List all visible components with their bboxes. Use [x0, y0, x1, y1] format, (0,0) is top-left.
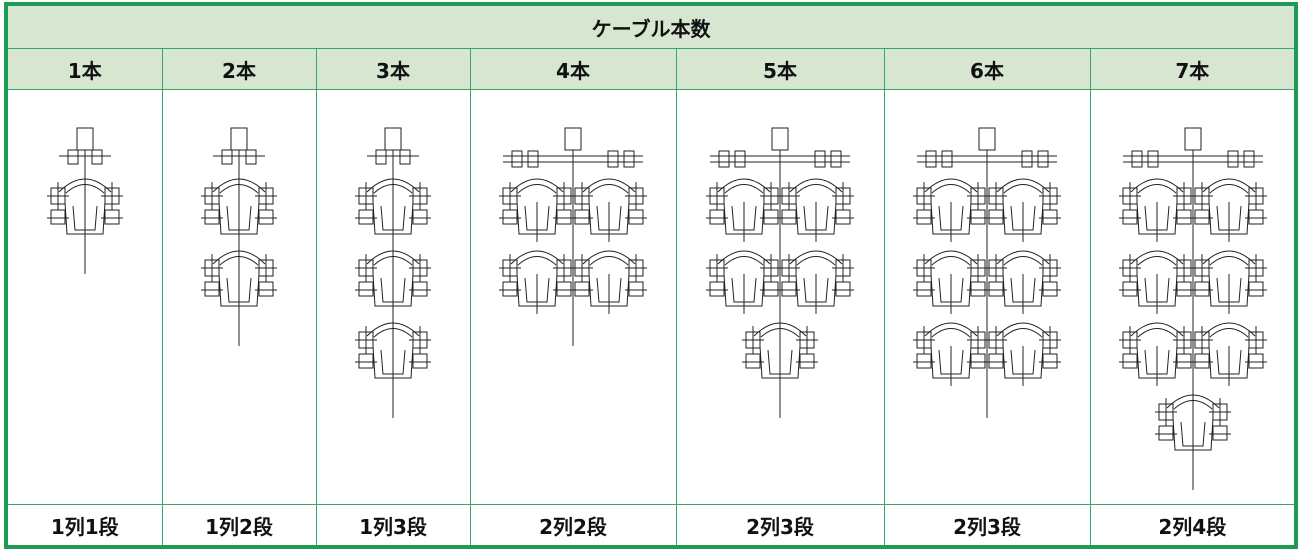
clamp-drawing-cell	[5, 89, 163, 505]
arrangement-label: 2列2段	[469, 504, 677, 548]
cable-table: ケーブル本数 1本 2本 3本 4本 5本 6本 7本 1列1段 1列2段 1列3段 2列2段 2列…	[4, 2, 1298, 549]
clamp-drawing-cell	[315, 89, 471, 505]
column-header: 2本	[161, 48, 317, 90]
clamp-drawing-cell	[675, 89, 885, 505]
column-header: 5本	[675, 48, 885, 90]
column-header: 6本	[883, 48, 1091, 90]
arrangement-label: 1列3段	[315, 504, 471, 548]
clamp-drawing	[705, 127, 854, 418]
column-header: 7本	[1089, 48, 1297, 90]
clamp-drawing	[1118, 127, 1267, 490]
arrangement-label: 2列3段	[675, 504, 885, 548]
clamp-drawing	[354, 127, 431, 418]
column-header: 1本	[5, 48, 163, 90]
arrangement-label: 1列1段	[5, 504, 163, 548]
clamp-drawing-cell	[883, 89, 1091, 505]
clamp-drawing-cell	[1089, 89, 1297, 505]
column-header: 3本	[315, 48, 471, 90]
clamp-drawing	[912, 127, 1061, 418]
clamp-drawing	[498, 127, 647, 346]
arrangement-label: 2列3段	[883, 504, 1091, 548]
clamp-drawing-cell	[161, 89, 317, 505]
table-title: ケーブル本数	[5, 3, 1297, 49]
clamp-drawing	[200, 127, 277, 346]
clamp-drawing	[46, 127, 124, 274]
arrangement-label: 2列4段	[1089, 504, 1297, 548]
arrangement-label: 1列2段	[161, 504, 317, 548]
column-header: 4本	[469, 48, 677, 90]
clamp-drawing-cell	[469, 89, 677, 505]
